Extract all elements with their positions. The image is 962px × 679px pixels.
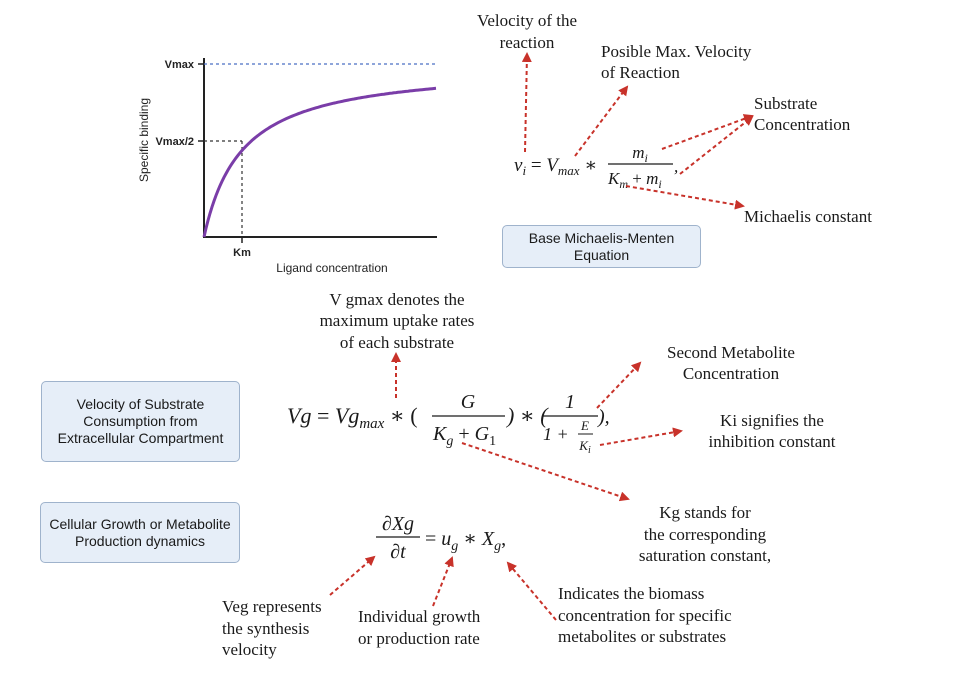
svg-text:Concentration: Concentration	[754, 115, 851, 134]
svg-text:Concentration: Concentration	[683, 364, 780, 383]
svg-text:Ki signifies the: Ki signifies the	[720, 411, 824, 430]
svg-text:V gmax denotes the: V gmax denotes the	[329, 290, 464, 309]
svg-text:the corresponding: the corresponding	[644, 525, 767, 544]
arrow-ki	[599, 427, 683, 446]
svg-text:concentration for specific: concentration for specific	[558, 606, 732, 625]
base-mm-label: Base Michaelis-Menten Equation	[528, 229, 675, 263]
svg-text:Second Metabolite: Second Metabolite	[667, 343, 795, 362]
svg-text:E: E	[580, 418, 589, 433]
annotation-vgmax: V gmax denotes the maximum uptake rates …	[320, 290, 475, 352]
svg-text:Vg = Vgmax ∗ (: Vg = Vgmax ∗ (	[287, 403, 418, 432]
arrow-kg	[461, 442, 630, 502]
svg-text:inhibition constant: inhibition constant	[708, 432, 835, 451]
svg-text:Veg represents: Veg represents	[222, 597, 322, 616]
michaelis-menten-equation: vi = Vmax ∗ mi Km + mi ,	[514, 143, 678, 191]
svg-text:Posible Max. Velocity: Posible Max. Velocity	[601, 42, 752, 61]
arrows	[329, 52, 754, 621]
svg-text:of Reaction: of Reaction	[601, 63, 680, 82]
svg-text:∂Xg: ∂Xg	[382, 513, 414, 535]
annotation-substrate-concentration: Substrate Concentration	[754, 94, 851, 134]
annotation-velocity-reaction: Velocity of the reaction	[477, 11, 577, 52]
svg-text:= ug ∗ Xg,: = ug ∗ Xg,	[425, 528, 506, 554]
saturation-graph: Vmax Vmax/2 Km Ligand concentration Spec…	[137, 58, 437, 275]
svg-text:G: G	[461, 391, 476, 413]
growth-equation: ∂Xg ∂t = ug ∗ Xg,	[376, 513, 506, 563]
annotation-biomass: Indicates the biomass concentration for …	[558, 584, 732, 646]
arrow-substrate-2	[679, 115, 754, 175]
annotation-individual-growth: Individual growth or production rate	[358, 607, 481, 648]
velocity-substrate-label: Velocity of Substrate Consumption from E…	[57, 396, 224, 446]
velocity-substrate-box: Velocity of Substrate Consumption from E…	[41, 381, 240, 462]
svg-text:Individual growth: Individual growth	[358, 607, 481, 626]
cellular-growth-box: Cellular Growth or Metabolite Production…	[40, 502, 240, 563]
svg-text:,: ,	[674, 157, 678, 176]
svg-text:metabolites or substrates: metabolites or substrates	[558, 627, 726, 646]
y-axis-label: Specific binding	[137, 98, 151, 182]
svg-text:),: ),	[597, 406, 610, 428]
svg-text:mi: mi	[632, 143, 648, 165]
svg-text:maximum uptake rates: maximum uptake rates	[320, 311, 475, 330]
svg-text:Indicates the biomass: Indicates the biomass	[558, 584, 704, 603]
arrow-possible-max	[574, 85, 629, 157]
michaelis-menten-curve	[202, 86, 437, 238]
annotation-ki: Ki signifies the inhibition constant	[708, 411, 835, 451]
svg-text:∂t: ∂t	[390, 541, 406, 563]
vmax-half-label: Vmax/2	[155, 136, 194, 148]
arrow-second-metabolite	[596, 361, 642, 409]
km-label: Km	[233, 247, 251, 259]
annotation-possible-max: Posible Max. Velocity of Reaction	[601, 42, 752, 82]
cellular-growth-label: Cellular Growth or Metabolite Production…	[49, 515, 231, 549]
svg-text:) ∗ (: ) ∗ (	[505, 403, 549, 428]
svg-text:Velocity of the: Velocity of the	[477, 11, 577, 30]
vmax-label: Vmax	[165, 59, 195, 71]
annotation-second-metabolite: Second Metabolite Concentration	[667, 343, 795, 383]
svg-text:or production rate: or production rate	[358, 629, 480, 648]
svg-text:Kg + G1: Kg + G1	[432, 423, 496, 449]
arrow-michaelis-constant	[625, 185, 745, 210]
base-mm-box: Base Michaelis-Menten Equation	[502, 225, 701, 268]
arrow-velocity-reaction	[521, 52, 532, 153]
svg-text:vi = Vmax ∗: vi = Vmax ∗	[514, 155, 597, 178]
annotation-kg: Kg stands for the corresponding saturati…	[639, 503, 771, 565]
svg-text:velocity: velocity	[222, 640, 277, 659]
svg-text:saturation constant,: saturation constant,	[639, 546, 771, 565]
svg-text:1: 1	[565, 391, 575, 413]
substrate-consumption-equation: Vg = Vgmax ∗ ( G Kg + G1 ) ∗ ( 1 1 + E K…	[287, 391, 610, 456]
x-axis-label: Ligand concentration	[276, 261, 387, 275]
svg-text:the synthesis: the synthesis	[222, 619, 309, 638]
svg-text:Substrate: Substrate	[754, 94, 817, 113]
svg-text:reaction: reaction	[500, 33, 555, 52]
svg-text:Kg stands for: Kg stands for	[659, 503, 751, 522]
annotation-michaelis-constant: Michaelis constant	[744, 207, 872, 226]
svg-text:of each substrate: of each substrate	[340, 333, 454, 352]
arrow-biomass	[506, 561, 557, 621]
arrow-substrate-1	[661, 114, 754, 150]
annotation-veg: Veg represents the synthesis velocity	[222, 597, 322, 659]
arrow-veg	[329, 555, 376, 596]
svg-text:1 +: 1 +	[543, 424, 569, 444]
arrow-individual-growth	[432, 556, 454, 607]
svg-text:Ki: Ki	[578, 438, 591, 456]
